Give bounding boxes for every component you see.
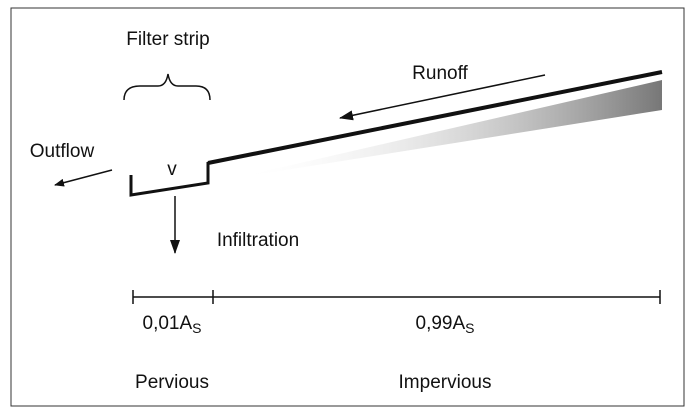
- outflow-label: Outflow: [30, 141, 95, 162]
- frame: [10, 7, 685, 407]
- pervious-area-label: 0,01AS: [143, 313, 202, 336]
- runoff-label: Runoff: [412, 63, 468, 84]
- filter-strip-profile: [129, 162, 210, 197]
- runoff-arrow: [339, 74, 546, 121]
- impervious-label: Impervious: [399, 372, 492, 393]
- impervious-slope: [207, 70, 663, 165]
- slope-shade: [235, 80, 662, 178]
- pervious-label: Pervious: [135, 372, 209, 393]
- infiltration-label: Infiltration: [217, 230, 299, 251]
- v-label: v: [167, 159, 177, 180]
- filter-strip-label: Filter strip: [126, 29, 209, 50]
- impervious-area-label: 0,99AS: [416, 313, 475, 336]
- brace: [123, 73, 211, 101]
- outflow-arrow: [54, 169, 113, 187]
